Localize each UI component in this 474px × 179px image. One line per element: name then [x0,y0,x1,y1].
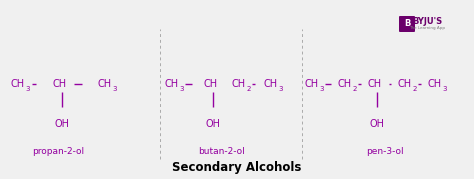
Text: CH: CH [368,79,382,89]
Text: CH: CH [338,79,352,89]
Text: OH: OH [55,119,70,129]
Text: CH: CH [305,79,319,89]
Text: CH: CH [165,79,179,89]
Text: CH: CH [398,79,412,89]
Text: 3: 3 [443,86,447,92]
Text: BYJU'S: BYJU'S [412,18,442,26]
Text: 3: 3 [279,86,283,92]
Text: B: B [404,20,410,28]
Text: 3: 3 [26,86,30,92]
Text: CH: CH [98,79,112,89]
Text: 3: 3 [320,86,324,92]
Text: CH: CH [232,79,246,89]
Text: 3: 3 [180,86,184,92]
Text: 2: 2 [413,86,417,92]
Text: propan-2-ol: propan-2-ol [32,146,84,156]
Text: 3: 3 [113,86,117,92]
Text: CH: CH [53,79,67,89]
Text: 2: 2 [247,86,251,92]
Text: OH: OH [370,119,384,129]
Text: Secondary Alcohols: Secondary Alcohols [173,161,301,175]
Text: The Learning App: The Learning App [409,26,445,30]
FancyBboxPatch shape [399,16,415,32]
Text: CH: CH [428,79,442,89]
Text: OH: OH [206,119,220,129]
Text: pen-3-ol: pen-3-ol [366,146,404,156]
Text: butan-2-ol: butan-2-ol [199,146,246,156]
Text: 2: 2 [353,86,357,92]
Text: CH: CH [11,79,25,89]
Text: CH: CH [264,79,278,89]
Text: CH: CH [204,79,218,89]
